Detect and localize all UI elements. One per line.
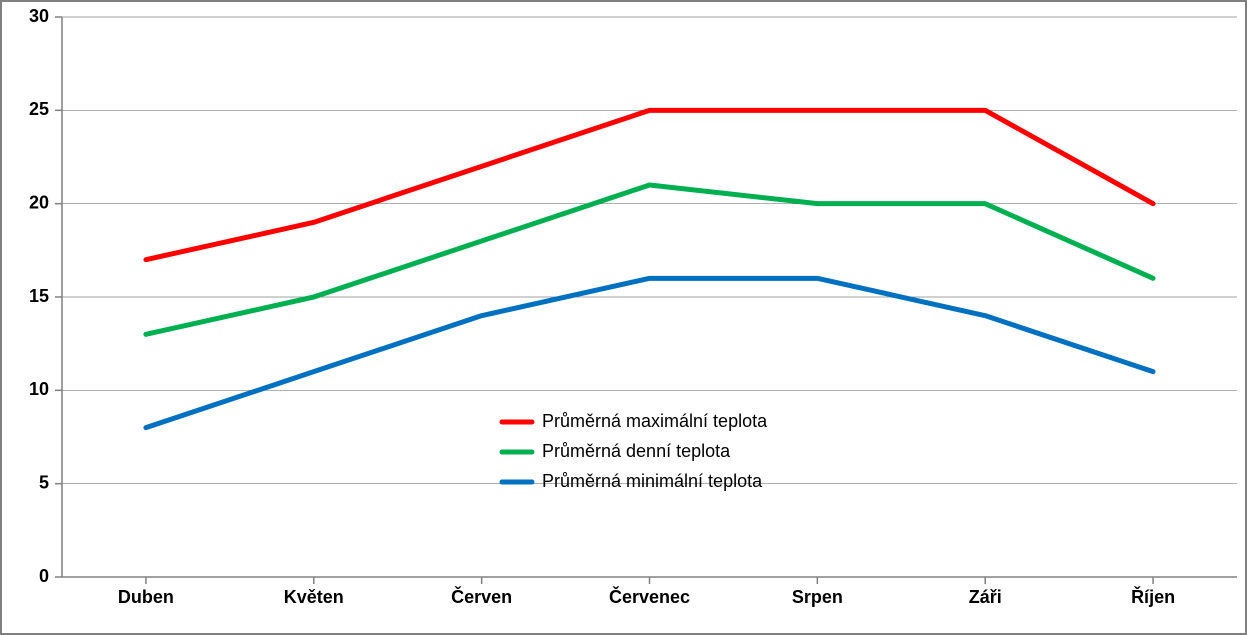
legend-label: Průměrná denní teplota — [542, 441, 731, 461]
x-tick-label: Říjen — [1131, 586, 1175, 607]
y-tick-label: 25 — [29, 99, 49, 119]
y-tick-label: 10 — [29, 379, 49, 399]
x-tick-label: Srpen — [792, 587, 843, 607]
chart-svg: 0 5 10 15 20 25 30 Duben Květen Červen Červenec Srp… — [2, 2, 1245, 633]
y-tick-label: 20 — [29, 192, 49, 212]
y-tick-label: 0 — [39, 566, 49, 586]
y-tick-label: 5 — [39, 472, 49, 492]
temperature-line-chart: 0 5 10 15 20 25 30 Duben Květen Červen Červenec Srp… — [0, 0, 1247, 635]
y-tick-label: 30 — [29, 6, 49, 26]
legend-label: Průměrná minimální teplota — [542, 471, 763, 491]
series-line — [146, 185, 1153, 334]
x-tick-label: Květen — [284, 587, 344, 607]
legend-label: Průměrná maximální teplota — [542, 411, 768, 431]
x-tick-label: Záři — [969, 587, 1002, 607]
x-tick-label: Duben — [118, 587, 174, 607]
y-tick-label: 15 — [29, 286, 49, 306]
x-tick-label: Červenec — [609, 586, 690, 607]
x-tick-label: Červen — [451, 586, 512, 607]
